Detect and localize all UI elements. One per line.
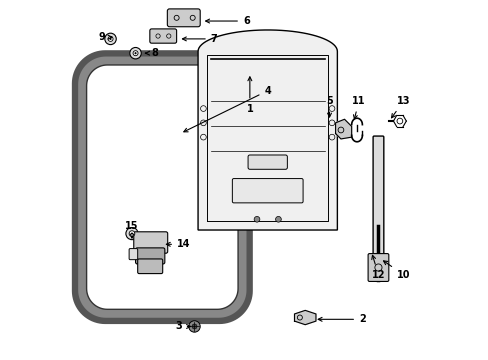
Polygon shape: [335, 119, 351, 139]
FancyBboxPatch shape: [167, 9, 200, 27]
FancyBboxPatch shape: [129, 249, 138, 260]
Text: 7: 7: [182, 34, 217, 44]
Text: 2: 2: [318, 314, 365, 324]
Text: 11: 11: [351, 96, 365, 119]
FancyBboxPatch shape: [134, 232, 167, 253]
FancyBboxPatch shape: [247, 155, 287, 169]
Text: 13: 13: [391, 96, 409, 118]
Circle shape: [192, 324, 197, 329]
FancyBboxPatch shape: [232, 179, 303, 203]
Text: 12: 12: [371, 255, 385, 280]
Text: 3: 3: [175, 321, 190, 332]
Text: 10: 10: [383, 261, 409, 280]
Text: 6: 6: [205, 16, 249, 26]
Circle shape: [130, 48, 141, 59]
Text: 8: 8: [145, 48, 158, 58]
PathPatch shape: [86, 65, 238, 309]
Text: 4: 4: [183, 86, 270, 132]
Circle shape: [108, 36, 113, 41]
Polygon shape: [198, 30, 337, 230]
PathPatch shape: [80, 59, 244, 316]
Text: 15: 15: [125, 221, 139, 238]
Circle shape: [275, 216, 281, 222]
Circle shape: [129, 231, 135, 237]
FancyBboxPatch shape: [135, 248, 164, 264]
Text: 9: 9: [98, 32, 112, 42]
Text: 5: 5: [325, 96, 332, 117]
Circle shape: [134, 52, 136, 54]
Circle shape: [131, 233, 133, 235]
FancyBboxPatch shape: [138, 259, 163, 274]
Circle shape: [133, 51, 138, 56]
Text: 1: 1: [246, 77, 253, 113]
FancyBboxPatch shape: [367, 253, 388, 282]
Circle shape: [254, 216, 259, 222]
PathPatch shape: [83, 62, 241, 313]
FancyBboxPatch shape: [372, 136, 383, 281]
Circle shape: [104, 33, 116, 45]
Polygon shape: [294, 310, 315, 325]
Circle shape: [188, 321, 200, 332]
Circle shape: [109, 38, 111, 40]
Circle shape: [125, 228, 138, 240]
FancyBboxPatch shape: [149, 29, 176, 43]
Text: 14: 14: [166, 239, 190, 249]
